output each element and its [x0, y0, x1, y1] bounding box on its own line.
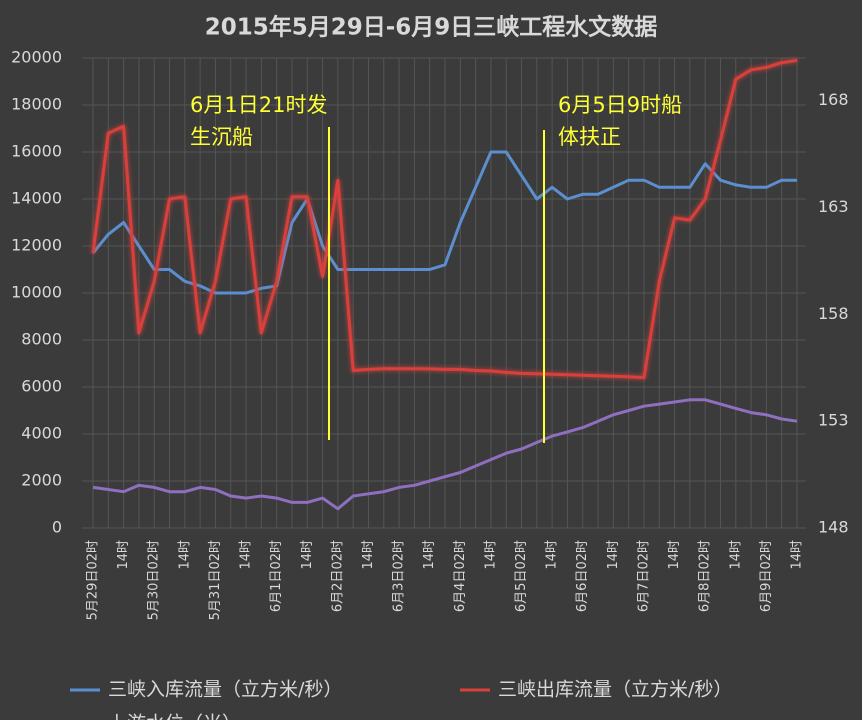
annotation-text: 6月5日9时船 — [558, 93, 682, 117]
annotation-text: 生沉船 — [190, 125, 253, 149]
series-line — [91, 58, 798, 380]
x-tick-label: 5月30日02时 — [147, 540, 162, 620]
y-tick-label: 0 — [52, 518, 62, 537]
annotation-text: 6月1日21时发 — [190, 93, 327, 117]
x-tick-label: 14时 — [790, 540, 805, 570]
x-tick-label: 6月8日02时 — [698, 540, 713, 612]
y-tick-label: 8000 — [21, 330, 62, 349]
y-tick-label: 10000 — [11, 283, 62, 302]
y-tick-label: 12000 — [11, 236, 62, 255]
x-tick-label: 14时 — [545, 540, 560, 570]
x-tick-label: 14时 — [667, 540, 682, 570]
x-tick-label: 14时 — [116, 540, 131, 570]
legend-label: 上游水位（米） — [108, 713, 241, 720]
x-tick-label: 6月1日02时 — [269, 540, 284, 612]
x-tick-label: 14时 — [606, 540, 621, 570]
x-tick-label: 14时 — [239, 540, 254, 570]
y-tick-label: 18000 — [11, 95, 62, 114]
annotation-text: 体扶正 — [558, 125, 621, 149]
chart-title: 2015年5月29日-6月9日三峡工程水文数据 — [205, 14, 658, 41]
series-line — [92, 398, 798, 511]
x-tick-label: 14时 — [361, 540, 376, 570]
y-tick-label: 20000 — [11, 48, 62, 67]
y2-tick-label: 148 — [818, 518, 849, 537]
x-tick-label: 6月4日02时 — [453, 540, 468, 612]
y-tick-label: 4000 — [21, 424, 62, 443]
x-tick-label: 6月3日02时 — [392, 540, 407, 612]
x-tick-label: 5月31日02时 — [208, 540, 223, 620]
x-tick-label: 6月6日02时 — [575, 540, 590, 612]
y-tick-label: 14000 — [11, 189, 62, 208]
y2-tick-label: 168 — [818, 90, 849, 109]
x-tick-label: 6月2日02时 — [330, 540, 345, 612]
x-tick-label: 6月9日02时 — [759, 540, 774, 612]
x-tick-label: 14时 — [728, 540, 743, 570]
y-tick-label: 16000 — [11, 142, 62, 161]
y-tick-label: 2000 — [21, 471, 62, 490]
y2-tick-label: 163 — [818, 197, 849, 216]
series-line — [91, 150, 797, 295]
legend-label: 三峡出库流量（立方米/秒） — [498, 679, 732, 701]
x-tick-label: 14时 — [422, 540, 437, 570]
y2-tick-label: 153 — [818, 411, 849, 430]
x-tick-label: 5月29日02时 — [86, 540, 101, 620]
x-tick-label: 6月5日02时 — [514, 540, 529, 612]
x-tick-label: 14时 — [483, 540, 498, 570]
y2-tick-label: 158 — [818, 304, 849, 323]
x-tick-label: 14时 — [177, 540, 192, 570]
y-tick-label: 6000 — [21, 377, 62, 396]
x-tick-label: 14时 — [300, 540, 315, 570]
legend-label: 三峡入库流量（立方米/秒） — [108, 679, 342, 701]
x-tick-label: 6月7日02时 — [636, 540, 651, 612]
